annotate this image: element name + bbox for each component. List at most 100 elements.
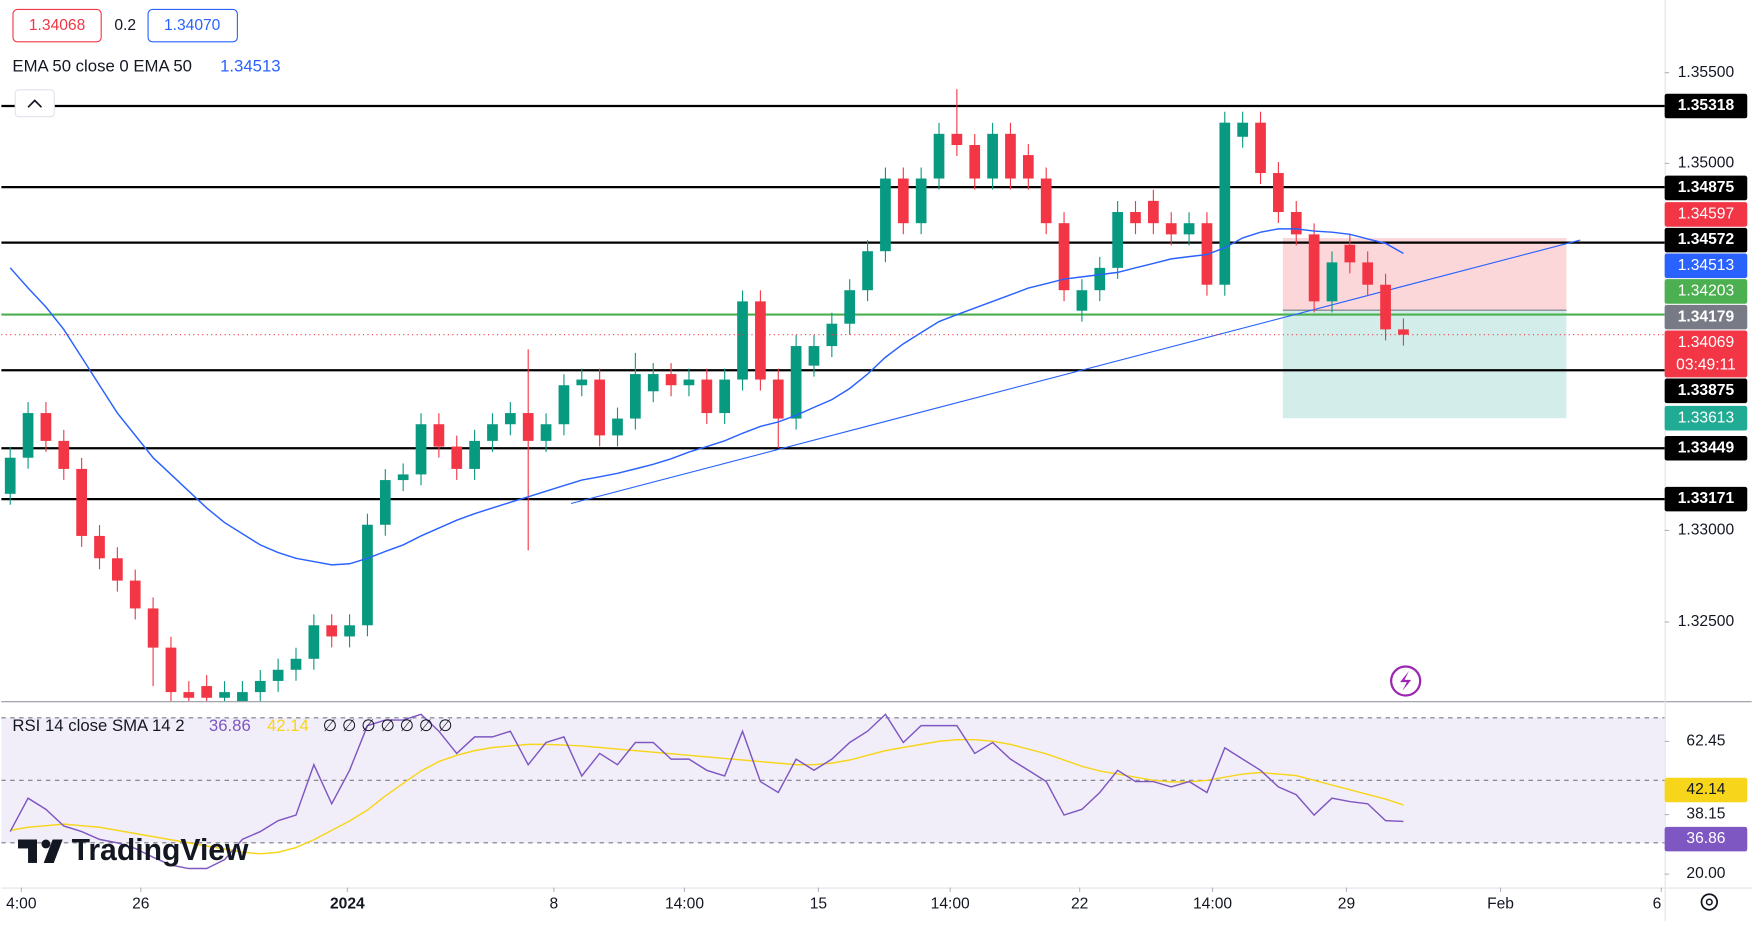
- candle-body: [397, 474, 409, 481]
- x-tick-label: 15: [810, 895, 828, 912]
- level-badge: 1.33875: [1678, 382, 1735, 399]
- indicator-value: 1.34513: [220, 56, 281, 75]
- last-price-badge-bg: [1664, 330, 1748, 378]
- rsi-badge: 36.86: [1686, 830, 1725, 847]
- logo-bar: [18, 839, 37, 849]
- candle-body: [719, 379, 731, 414]
- rsi-value: 36.86: [209, 716, 251, 735]
- x-tick-label: 29: [1338, 895, 1355, 912]
- level-badge-bg: [1664, 486, 1748, 512]
- candle-body: [76, 468, 88, 536]
- candle-body: [1255, 122, 1266, 174]
- trend-line: [570, 239, 1581, 505]
- collapse-button[interactable]: [14, 89, 55, 118]
- candle-body: [1165, 223, 1177, 235]
- candle-body: [308, 625, 320, 659]
- settings-icon-center: [1705, 898, 1713, 906]
- last-price-badge: 1.34069: [1678, 334, 1734, 351]
- candle-body: [1237, 122, 1249, 137]
- level-badge-bg: [1664, 435, 1748, 461]
- candle-body: [1219, 122, 1231, 285]
- rsi-sma-badge-bg: [1664, 777, 1748, 803]
- stop-zone: [1282, 238, 1567, 311]
- indicator-label: EMA 50 close 0 EMA 50: [12, 56, 192, 75]
- x-tick-label: 26: [132, 895, 149, 912]
- y-tick-label: 1.32500: [1678, 613, 1735, 630]
- level-badge: 1.33449: [1678, 439, 1735, 456]
- candle-body: [40, 413, 52, 441]
- candle-body: [540, 424, 552, 441]
- candle-body: [469, 440, 480, 469]
- candle-body: [522, 413, 534, 441]
- level-badge-bg: [1664, 304, 1748, 330]
- candle-body: [129, 580, 141, 609]
- candle-body: [808, 346, 820, 366]
- candle-body: [415, 424, 427, 475]
- price-pane: [1, 89, 1665, 702]
- rsi-tick-label: 38.15: [1686, 806, 1725, 823]
- candle-body: [219, 692, 230, 698]
- candle-body: [1022, 155, 1034, 179]
- candle-body: [58, 440, 70, 469]
- candle-body: [558, 385, 570, 425]
- bid-price: 1.34068: [29, 17, 85, 34]
- candle-body: [183, 692, 195, 698]
- candle-body: [1058, 223, 1070, 291]
- ask-box[interactable]: [147, 8, 238, 43]
- candle-body: [933, 133, 945, 179]
- candle-body: [737, 301, 748, 380]
- rsi-sma-value: 42.14: [267, 716, 309, 735]
- level-badge: 1.35318: [1678, 97, 1735, 114]
- candle-body: [112, 558, 123, 581]
- stop-badge: 1.34597: [1678, 206, 1734, 223]
- candle-body: [1005, 133, 1016, 179]
- candle-body: [576, 379, 588, 386]
- legend: 1.34068 0.2 1.34070 EMA 50 close 0 EMA 5…: [12, 8, 1719, 911]
- level-badge: 1.34179: [1678, 308, 1735, 325]
- candle-body: [844, 290, 856, 324]
- candle-body: [22, 413, 34, 458]
- candle-body: [487, 424, 498, 441]
- candle-body: [647, 374, 659, 392]
- candle-body: [326, 625, 338, 637]
- candle-body: [594, 379, 606, 436]
- candle-body: [1344, 244, 1356, 263]
- rsi-sma-line: [10, 738, 1404, 855]
- ask-price: 1.34070: [164, 17, 221, 34]
- level-badge: 1.33171: [1678, 490, 1735, 507]
- axes: 1.32500 1.33000 1.35000 1.35500 1.35318 1.348…: [6, 64, 1748, 912]
- candle-body: [987, 133, 998, 179]
- rsi-pane: [1, 713, 1665, 870]
- watermark-text: TradingView: [72, 834, 249, 867]
- ema-badge: 1.34513: [1678, 257, 1734, 274]
- level-badge-bg: [1664, 378, 1748, 404]
- rsi-tick-label: 20.00: [1686, 865, 1725, 882]
- candle-body: [433, 424, 445, 447]
- settings-icon[interactable]: [1700, 893, 1719, 911]
- level-badge: 1.34572: [1678, 231, 1735, 248]
- candle-body: [951, 133, 963, 146]
- candle-body: [772, 379, 784, 419]
- candle-body: [254, 680, 266, 693]
- candle-body: [1273, 173, 1284, 213]
- spread: 0.2: [114, 17, 136, 34]
- stop-badge-bg: [1664, 202, 1748, 227]
- candle-body: [1362, 262, 1374, 285]
- candle-body: [1040, 178, 1052, 224]
- candle-body: [683, 379, 695, 386]
- countdown: 03:49:11: [1676, 356, 1736, 373]
- candle-body: [755, 301, 766, 380]
- target-badge: 1.33613: [1678, 409, 1734, 426]
- x-tick-label: 14:00: [665, 895, 704, 912]
- candle-body: [1147, 200, 1159, 224]
- bid-box[interactable]: [12, 8, 102, 43]
- candle-body: [451, 446, 463, 469]
- candle-body: [1130, 212, 1141, 224]
- entry-badge: 1.34203: [1678, 283, 1734, 300]
- candle-body: [862, 251, 873, 291]
- candle-body: [1112, 212, 1123, 268]
- candle-body: [1308, 234, 1320, 302]
- candle-body: [201, 686, 213, 698]
- target-zone: [1282, 310, 1567, 419]
